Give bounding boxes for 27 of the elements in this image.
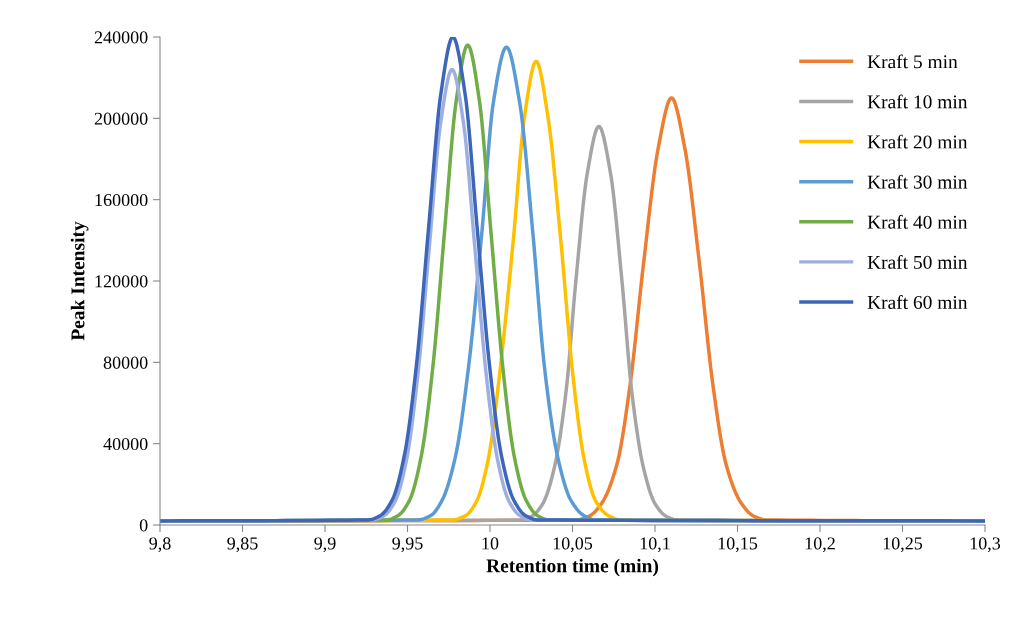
legend-label: Kraft 40 min [867, 214, 968, 229]
x-tick-label: 9,85 [227, 537, 258, 553]
x-tick-label: 9,95 [392, 537, 423, 553]
legend-label: Kraft 30 min [867, 174, 968, 189]
x-tick-label: 10,3 [970, 537, 1001, 553]
x-tick-label: 10,25 [883, 537, 923, 553]
y-tick-label: 40000 [103, 437, 148, 451]
legend-label: Kraft 5 min [867, 54, 958, 69]
y-axis-title: Peak Intensity [70, 221, 89, 341]
y-tick-label: 0 [139, 519, 148, 532]
x-tick-label: 10 [482, 537, 499, 550]
y-tick-label: 160000 [95, 193, 148, 207]
legend-label: Kraft 10 min [867, 94, 968, 109]
y-tick-label: 80000 [103, 356, 148, 369]
y-tick-label: 200000 [94, 112, 148, 125]
legend-label: Kraft 20 min [867, 134, 968, 149]
x-tick-label: 10,05 [553, 537, 593, 553]
legend-label: Kraft 60 min [867, 295, 968, 309]
y-tick-label: 240000 [94, 31, 148, 44]
legend-label: Kraft 50 min [867, 254, 968, 269]
y-tick-label: 120000 [95, 275, 148, 288]
x-tick-label: 10,15 [718, 537, 758, 553]
x-tick-label: 10,1 [640, 537, 670, 553]
x-tick-label: 10,2 [805, 537, 835, 553]
x-axis-title: Retention time (min) [486, 558, 659, 577]
x-tick-label: 9,8 [149, 537, 171, 553]
x-tick-label: 9,9 [314, 537, 336, 553]
